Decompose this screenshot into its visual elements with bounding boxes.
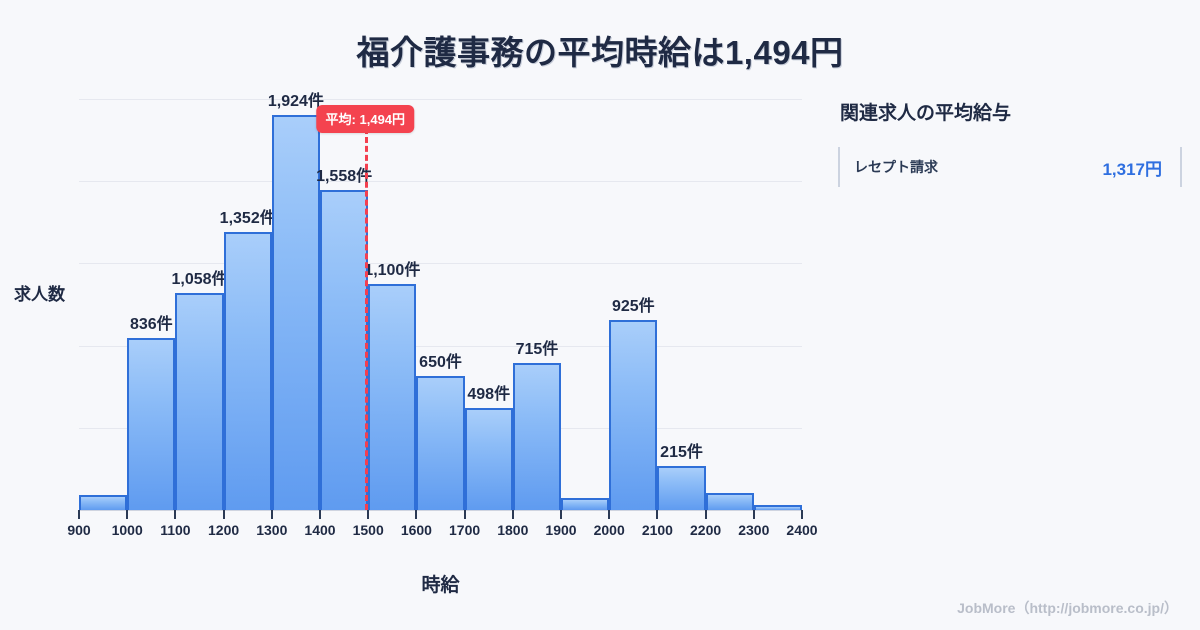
x-axis-tick-label: 2300 (738, 522, 770, 538)
y-axis-title: 求人数 (14, 285, 65, 304)
histogram-bar[interactable] (271, 114, 321, 510)
x-axis-tick-label: 1000 (111, 522, 143, 538)
histogram-bar[interactable] (609, 319, 658, 510)
x-axis-tick-label: 2200 (690, 522, 722, 538)
bar-value-label: 650件 (419, 354, 462, 372)
histogram-bar[interactable] (223, 232, 272, 510)
x-axis-tick-label: 1800 (497, 522, 529, 538)
related-salary-row-value: 1,317円 (1102, 159, 1162, 179)
x-axis-tick-labels: 900 1000 1100 1200 1300 1400 1500 1600 1700 1800 1… (67, 522, 817, 546)
average-badge: 平均: 1,494円 (316, 105, 415, 133)
histogram-bar[interactable] (705, 492, 754, 510)
x-axis-tick-label: 1600 (400, 522, 432, 538)
bar-slot: 1,924件 (268, 93, 324, 510)
x-axis-tick (801, 510, 803, 519)
bar-slot (753, 99, 803, 510)
bar-slot: 925件 (609, 99, 658, 510)
bar-value-label: 1,058件 (171, 270, 228, 288)
page-title: 福介護事務の平均時給は1,494円 (356, 34, 844, 71)
bar-slot (705, 99, 754, 510)
bar-value-label: 1,558件 (316, 167, 373, 185)
x-axis-tick-label: 1300 (256, 522, 288, 538)
related-salary-row: レセプト請求 1,317円 (838, 147, 1182, 187)
bar-value-label: 715件 (515, 341, 559, 359)
x-axis-tick (126, 510, 129, 519)
x-axis-tick-label: 2000 (593, 522, 625, 538)
bar-slot: 836件 (127, 99, 176, 510)
histogram-bar[interactable] (368, 283, 417, 510)
related-salary-list: レセプト請求 1,317円 (838, 147, 1182, 187)
histogram-bar[interactable] (464, 407, 513, 510)
x-axis-line (79, 510, 802, 511)
bar-slot: 1,058件 (171, 99, 228, 510)
x-axis-title: 時給 (421, 575, 460, 596)
x-axis-tick-label: 1100 (160, 522, 191, 538)
histogram-bar[interactable] (657, 465, 706, 510)
bars-container: 836件 1,058件 1,352件 1,924件 1,558件 1,100件 650件 49… (79, 93, 803, 510)
x-axis-tick (704, 510, 707, 519)
x-axis-ticks (78, 510, 803, 520)
bar-slot: 1,100件 (364, 99, 420, 510)
histogram-bar[interactable] (753, 505, 803, 510)
watermark-credit: JobMore（http://jobmore.co.jp/） (957, 600, 1178, 616)
x-axis-tick-label: 1200 (208, 522, 240, 538)
bar-value-label: 498件 (467, 385, 511, 403)
bar-slot: 715件 (512, 99, 562, 510)
x-axis-tick (560, 510, 562, 519)
x-axis-tick-label: 2400 (786, 522, 818, 538)
average-vline (365, 128, 369, 510)
x-axis-tick-label: 2100 (641, 522, 673, 538)
x-axis-tick-label: 1900 (545, 522, 577, 538)
x-axis-tick (222, 510, 225, 519)
bar-value-label: 215件 (660, 443, 703, 461)
x-axis-tick (511, 510, 514, 519)
bar-slot: 215件 (657, 99, 706, 510)
x-axis-tick (270, 510, 273, 519)
bar-value-label: 925件 (611, 297, 655, 315)
x-axis-tick-label: 900 (67, 522, 91, 538)
histogram-bar[interactable] (175, 292, 224, 510)
x-axis-tick (608, 510, 611, 519)
x-axis-tick (367, 510, 370, 519)
x-axis-tick-label: 1500 (352, 522, 384, 538)
gridline (79, 345, 802, 347)
x-axis-tick (319, 510, 321, 519)
bar-slot: 650件 (416, 99, 465, 510)
bar-value-label: 836件 (129, 316, 173, 334)
bar-value-label: 1,924件 (267, 92, 324, 110)
bar-value-label: 1,100件 (364, 261, 421, 279)
histogram-bar[interactable] (561, 497, 610, 510)
histogram-chart: 求人数 836件 1,058件 1,352件 1,924件 1,558件 1,100件 65… (14, 93, 818, 596)
x-axis-tick (78, 510, 80, 519)
histogram-bar[interactable] (79, 494, 128, 510)
histogram-bar[interactable] (320, 189, 369, 510)
gridline (79, 99, 802, 100)
histogram-bar[interactable] (127, 338, 176, 510)
x-axis-tick-label: 1700 (449, 522, 481, 538)
gridline (79, 263, 802, 265)
bar-slot: 1,558件 (316, 99, 372, 510)
related-salary-row-label: レセプト請求 (854, 159, 938, 175)
bar-slot (79, 99, 128, 510)
bar-value-label: 1,352件 (219, 210, 276, 228)
bar-slot: 1,352件 (220, 99, 276, 510)
histogram-bar[interactable] (416, 376, 465, 510)
bar-slot: 498件 (464, 99, 513, 510)
x-axis-tick (752, 510, 755, 519)
x-axis-tick (174, 510, 177, 519)
x-axis-tick (415, 510, 418, 519)
x-axis-tick (463, 510, 466, 519)
x-axis-tick (656, 510, 659, 519)
bar-slot (561, 99, 610, 510)
gridline (79, 181, 802, 183)
related-salary-panel: 関連求人の平均給与 レセプト請求 1,317円 (838, 98, 1182, 187)
x-axis-tick-label: 1400 (304, 522, 336, 538)
histogram-bar[interactable] (512, 363, 562, 510)
related-salary-heading: 関連求人の平均給与 (840, 103, 1012, 124)
